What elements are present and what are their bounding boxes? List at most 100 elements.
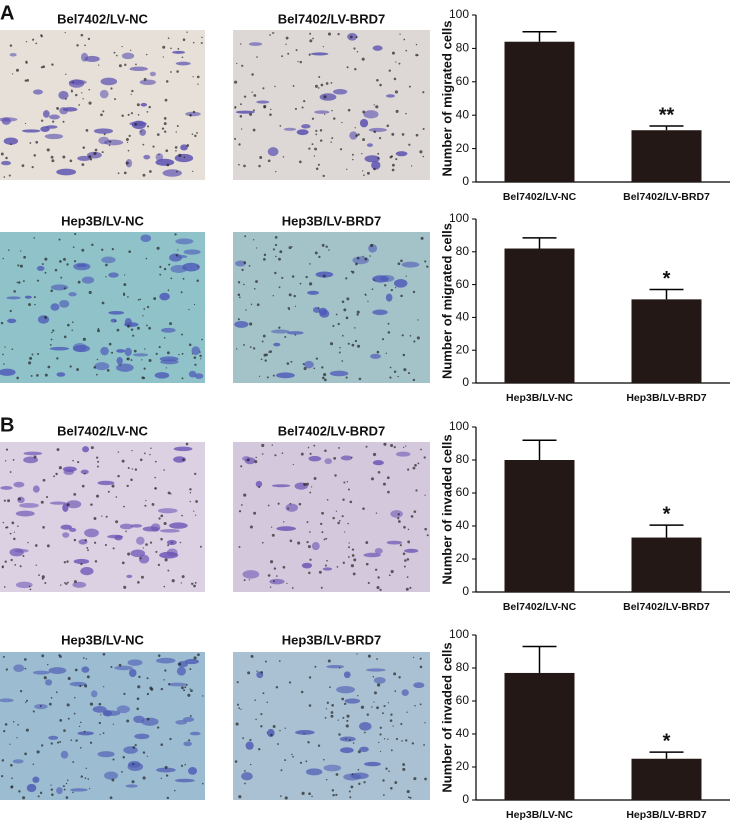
pore (85, 128, 89, 132)
pore (123, 505, 125, 508)
pore (65, 98, 67, 100)
image-title: Bel7402/LV-BRD7 (278, 423, 385, 438)
pore (196, 279, 199, 282)
pore (72, 459, 74, 462)
pore (292, 755, 294, 758)
pore (320, 522, 323, 526)
pore (424, 777, 427, 781)
pore (354, 127, 356, 129)
pore (309, 452, 312, 455)
pore (3, 363, 5, 365)
pore (44, 581, 47, 584)
pore (415, 489, 418, 492)
significance: * (663, 268, 671, 290)
pore (84, 684, 88, 688)
pore (241, 268, 244, 272)
cell (0, 117, 18, 122)
pore (252, 109, 255, 112)
pore (142, 776, 146, 780)
pore (3, 730, 6, 733)
pore (23, 658, 27, 661)
pore (115, 496, 118, 498)
pore (403, 446, 405, 449)
pore (40, 66, 43, 69)
pore (183, 689, 186, 692)
cell (56, 787, 63, 795)
pore (297, 60, 299, 63)
pore (166, 796, 170, 800)
pore (408, 85, 411, 88)
pore (390, 288, 393, 292)
cell (271, 484, 291, 488)
pore (70, 739, 73, 741)
pore (269, 34, 271, 36)
pore (390, 713, 393, 716)
pore (163, 469, 165, 471)
pore (303, 366, 307, 371)
pore (356, 310, 360, 314)
cell (80, 567, 94, 576)
pore (361, 57, 365, 61)
micrograph (233, 442, 430, 592)
cell (131, 120, 146, 130)
pore (24, 667, 27, 670)
pore (389, 376, 392, 379)
pore (345, 277, 348, 280)
cell (45, 679, 53, 686)
pore (111, 484, 115, 488)
pore (361, 153, 363, 155)
pore (163, 122, 167, 126)
pore (409, 335, 412, 337)
cell (180, 144, 188, 151)
pore (346, 66, 349, 69)
pore (112, 547, 115, 550)
pore (7, 499, 10, 503)
pore (56, 448, 60, 452)
pore (93, 517, 97, 520)
pore (333, 117, 336, 120)
pore (132, 746, 136, 749)
pore (65, 796, 69, 799)
cell (13, 664, 25, 673)
cell (72, 581, 87, 588)
pore (288, 681, 292, 684)
pore (352, 153, 354, 156)
pore (356, 313, 359, 316)
pore (136, 707, 140, 711)
pore (280, 795, 282, 797)
pore (181, 575, 185, 579)
pore (167, 37, 170, 40)
pore (89, 702, 94, 706)
pore (355, 36, 358, 39)
pore (249, 322, 253, 326)
y-tick-label: 100 (449, 7, 469, 21)
pore (274, 243, 278, 247)
pore (391, 168, 395, 172)
pore (162, 45, 166, 49)
cell (3, 137, 19, 145)
pore (122, 755, 126, 759)
pore (252, 239, 255, 241)
cell (172, 50, 186, 54)
pore (255, 718, 257, 721)
cell (12, 759, 24, 764)
cell (156, 767, 176, 773)
pore (99, 733, 101, 736)
pore (66, 263, 69, 266)
pore (405, 275, 407, 277)
cell (185, 111, 201, 117)
pore (287, 507, 290, 510)
pore (58, 466, 62, 470)
cell (339, 736, 356, 742)
pore (293, 294, 296, 298)
cell (93, 128, 114, 134)
pore (364, 293, 367, 296)
pore (131, 449, 133, 452)
pore (376, 78, 379, 82)
pore (12, 721, 15, 723)
pore (253, 94, 257, 97)
pore (80, 721, 82, 724)
pore (394, 90, 399, 94)
significance: * (663, 503, 671, 525)
pore (11, 521, 15, 525)
